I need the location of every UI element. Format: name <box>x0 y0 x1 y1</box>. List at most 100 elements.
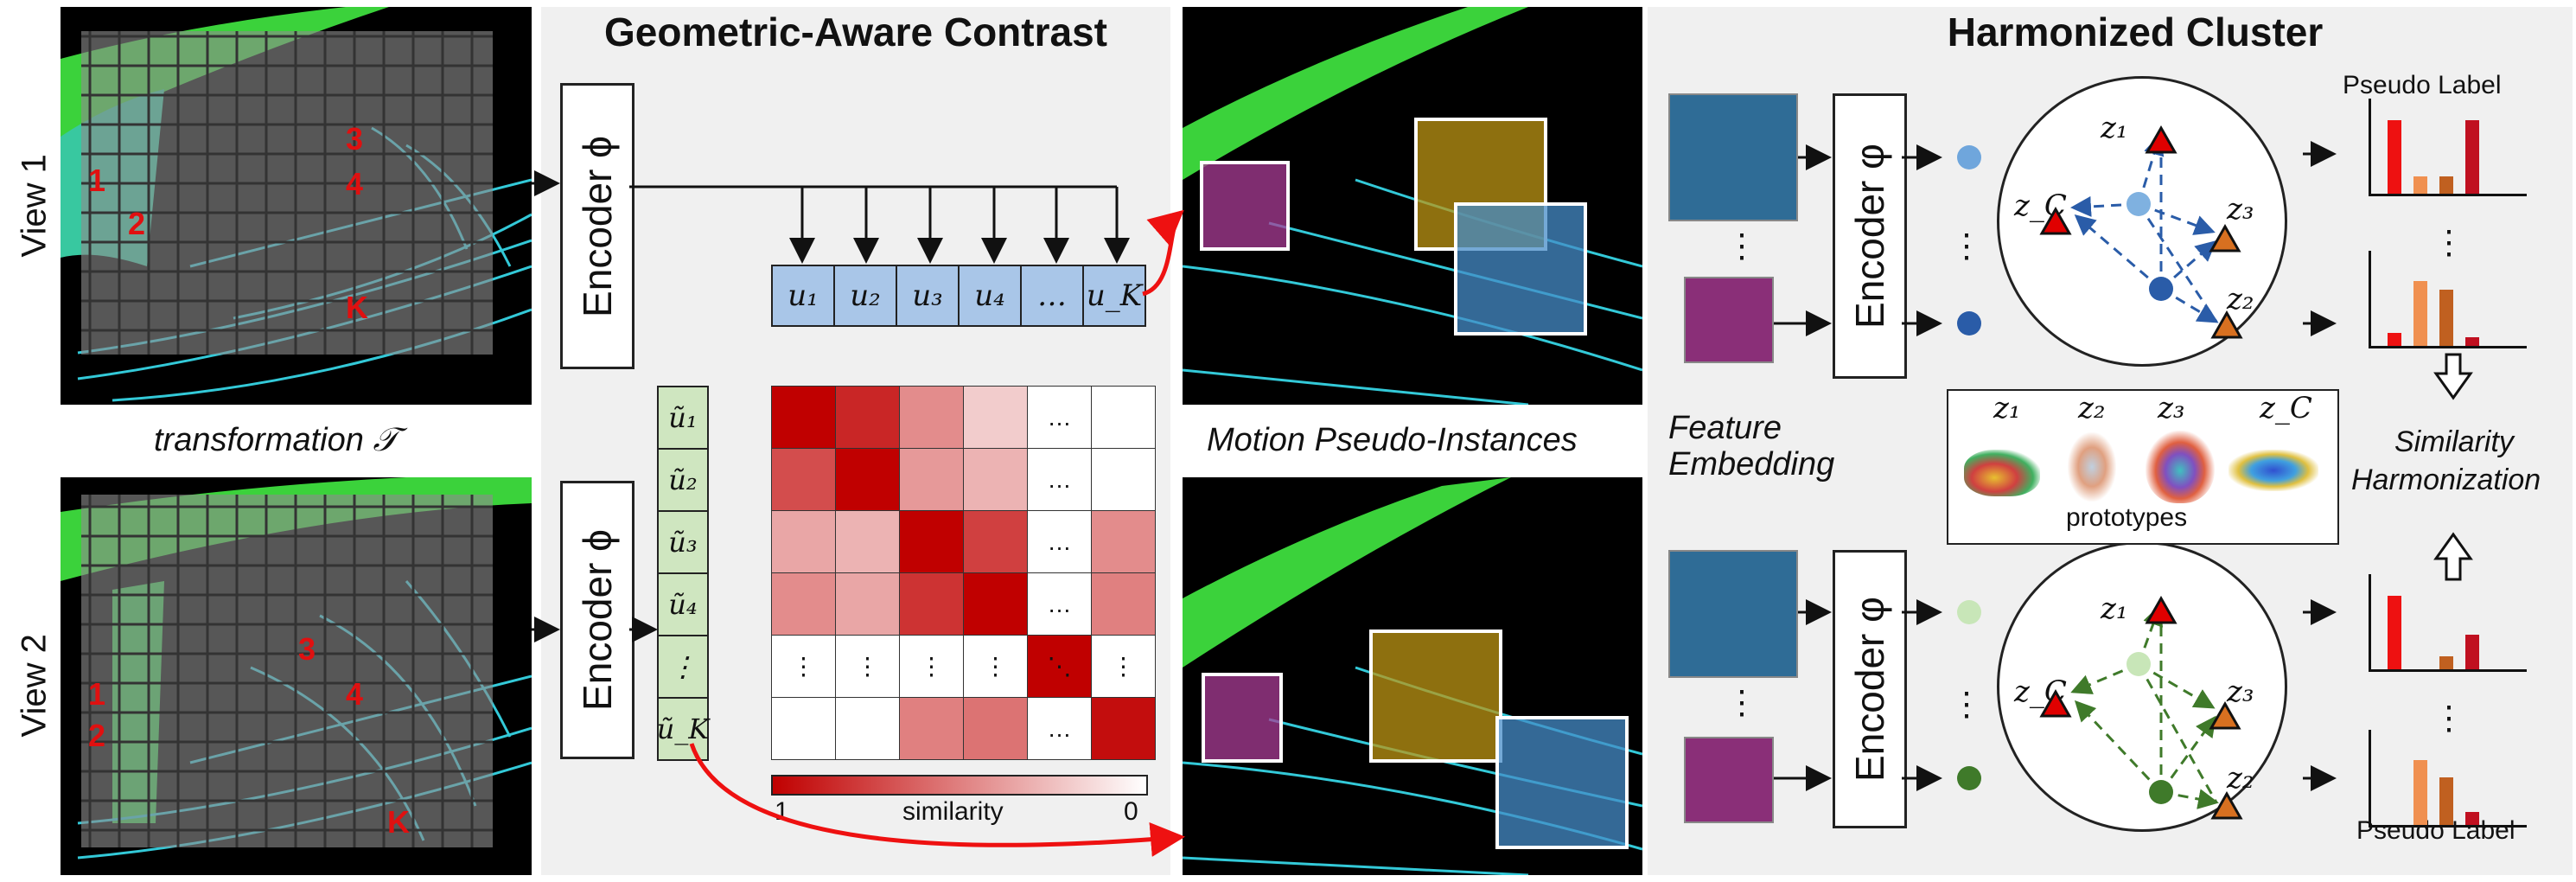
cluster-circle-top <box>1997 76 2287 367</box>
encoder-phi-bottom: Encoder ϕ <box>560 481 634 759</box>
u-vector-cell-5: … <box>1020 265 1084 327</box>
cluster-top-z1: z₁ <box>2101 111 2128 145</box>
prototype-shape-z3 <box>2146 431 2215 503</box>
flow-arrows <box>532 141 2337 791</box>
thumbnail-purple-top <box>1684 277 1774 363</box>
motion-top-point-cloud <box>1183 7 1642 405</box>
histogram-4-bar-4 <box>2465 812 2479 825</box>
matrix-cell-1-1 <box>771 386 836 449</box>
histogram-ellipsis-top: ⋮ <box>2433 225 2465 261</box>
harmonized-cluster-title: Harmonized Cluster <box>1947 10 2324 54</box>
matrix-cell-5-6: ⋮ <box>1091 635 1156 698</box>
histogram-1-bar-2 <box>2413 176 2427 194</box>
embedding-dot-bottom-1 <box>1957 600 1981 624</box>
u-vector-cell-6: u_K <box>1082 265 1146 327</box>
motion-instance-image-top <box>1183 7 1642 405</box>
matrix-cell-2-3 <box>899 448 964 511</box>
thumbnail-purple-bottom <box>1684 737 1774 823</box>
matrix-cell-5-4: ⋮ <box>963 635 1028 698</box>
matrix-cell-2-1 <box>771 448 836 511</box>
histogram-4-bar-2 <box>2413 760 2427 825</box>
matrix-cell-4-2 <box>835 572 900 636</box>
embedding-ellipsis-top: ⋮ <box>1950 228 1983 265</box>
matrix-cell-3-3 <box>899 510 964 573</box>
prototype-shape-z1 <box>1964 450 2040 496</box>
view1-patch-label-k: K <box>346 290 368 325</box>
encoder-varphi-bottom: Encoder φ <box>1833 550 1907 828</box>
motion-instance-image-bottom <box>1183 477 1642 875</box>
encoder-varphi-top: Encoder φ <box>1833 93 1907 379</box>
matrix-cell-6-1 <box>771 697 836 760</box>
matrix-cell-5-3: ⋮ <box>899 635 964 698</box>
matrix-cell-1-5: … <box>1027 386 1092 449</box>
matrix-cell-1-6 <box>1091 386 1156 449</box>
prototype-shape-zc <box>2228 450 2318 491</box>
matrix-cell-3-5: … <box>1027 510 1092 573</box>
view1-lidar-image <box>61 7 532 405</box>
motion-bottom-point-cloud <box>1183 477 1642 875</box>
thumbnail-ellipsis-top: ⋮ <box>1725 228 1758 265</box>
histogram-3-bar-4 <box>2465 635 2479 669</box>
matrix-cell-2-5: … <box>1027 448 1092 511</box>
view1-patch-label-2: 2 <box>128 206 146 241</box>
feature-embedding-line1: Feature <box>1668 410 1782 446</box>
encoder-phi-top: Encoder ϕ <box>560 83 634 369</box>
similarity-colorbar <box>771 775 1148 796</box>
matrix-cell-2-6 <box>1091 448 1156 511</box>
embedding-dot-top-2 <box>1957 311 1981 336</box>
matrix-cell-1-4 <box>963 386 1028 449</box>
embedding-dot-bottom-2 <box>1957 766 1981 790</box>
u-tilde-cell-3: ũ₃ <box>657 510 709 574</box>
matrix-cell-3-2 <box>835 510 900 573</box>
thumbnail-blue-top <box>1668 93 1798 221</box>
thumbnail-ellipsis-bottom: ⋮ <box>1725 685 1758 721</box>
cluster-bottom-z1: z₁ <box>2101 591 2128 626</box>
transformation-label: transformation 𝒯 <box>154 422 399 458</box>
matrix-cell-4-4 <box>963 572 1028 636</box>
prototype-label-z3: z₃ <box>2158 391 2185 425</box>
matrix-cell-6-3 <box>899 697 964 760</box>
geometric-contrast-title: Geometric-Aware Contrast <box>604 10 1107 54</box>
view1-point-cloud <box>61 7 532 402</box>
matrix-cell-2-4 <box>963 448 1028 511</box>
prototypes-caption: prototypes <box>2066 503 2188 532</box>
histogram-3 <box>2369 574 2527 672</box>
u-vector-cell-1: u₁ <box>771 265 835 327</box>
prototype-shape-z2 <box>2068 432 2116 502</box>
matrix-cell-4-6 <box>1091 572 1156 636</box>
matrix-cell-5-5: ⋱ <box>1027 635 1092 698</box>
histogram-3-bar-3 <box>2439 656 2453 669</box>
view2-point-cloud <box>61 477 532 860</box>
u-tilde-cell-2: ũ₂ <box>657 448 709 512</box>
u-tilde-cell-6: ũ_K <box>657 697 709 761</box>
up-down-hollow-arrows <box>2433 353 2473 581</box>
histogram-2 <box>2369 251 2527 348</box>
view2-patch-label-2: 2 <box>88 718 106 753</box>
thumbnail-blue-bottom <box>1668 550 1798 678</box>
matrix-cell-6-6 <box>1091 697 1156 760</box>
feature-embedding-line2: Embedding <box>1668 446 1835 483</box>
histogram-4 <box>2369 730 2527 828</box>
u-vector-cell-4: u₄ <box>958 265 1022 327</box>
matrix-cell-6-4 <box>963 697 1028 760</box>
view2-patch-label-3: 3 <box>298 631 316 667</box>
cluster-circle-bottom <box>1997 541 2287 832</box>
view2-patch-label-4: 4 <box>346 676 364 712</box>
prototype-label-zc: z_C <box>2260 391 2312 425</box>
cluster-bottom-z3: z₃ <box>2227 674 2254 709</box>
histogram-1-bar-4 <box>2465 120 2479 194</box>
matrix-cell-3-4 <box>963 510 1028 573</box>
view1-patch-label-3: 3 <box>346 121 364 157</box>
histogram-2-bar-3 <box>2439 290 2453 346</box>
prototype-label-z1: z₁ <box>1993 391 2021 425</box>
cluster-top-z3: z₃ <box>2227 192 2254 227</box>
view1-patch-label-1: 1 <box>88 163 106 198</box>
motion-pseudo-instances-label: Motion Pseudo-Instances <box>1207 422 1578 458</box>
pseudo-label-bottom: Pseudo Label <box>2356 816 2515 845</box>
histogram-3-bar-1 <box>2388 596 2401 669</box>
similarity-harmonization-line2: Harmonization <box>2351 463 2541 496</box>
u-tilde-cell-1: ũ₁ <box>657 386 709 450</box>
cluster-top-graph <box>2039 125 2243 339</box>
view2-patch-label-1: 1 <box>88 676 106 712</box>
cluster-top-z2: z₂ <box>2227 282 2254 316</box>
